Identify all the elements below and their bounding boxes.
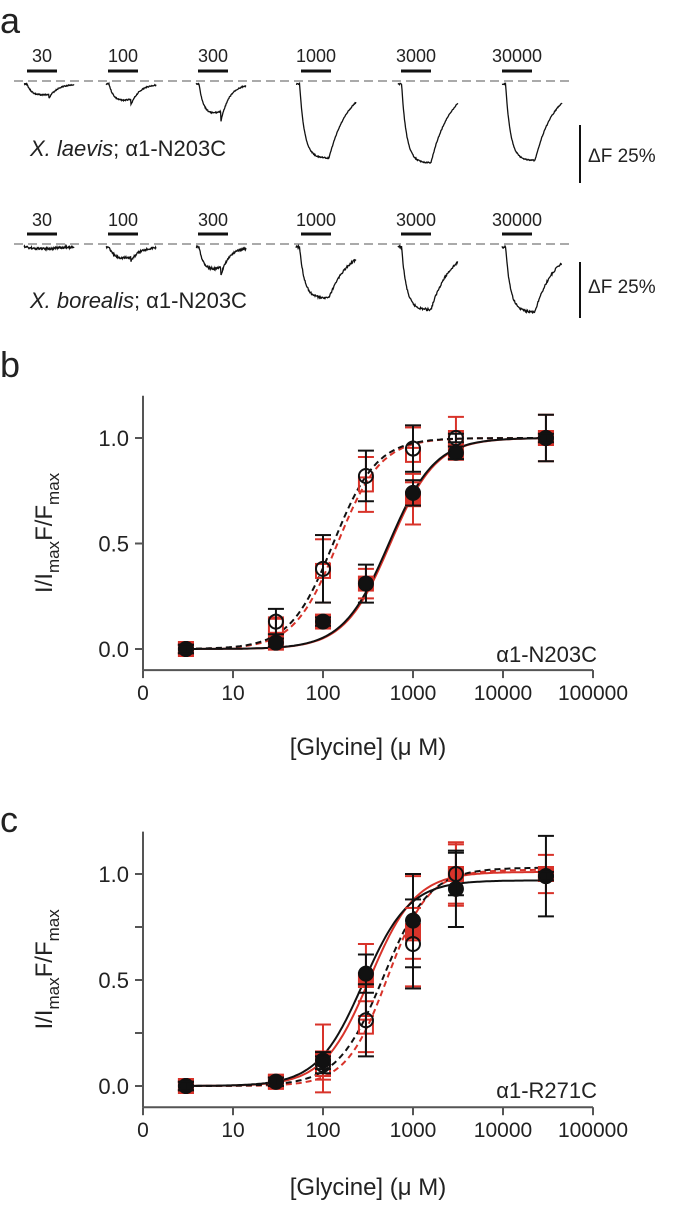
subscript: max (44, 540, 63, 573)
data-point-circle (405, 935, 421, 952)
concentration-label: 100 (108, 46, 138, 66)
construct-name: ; α1-N203C (134, 288, 247, 313)
y-tick-label: 0.5 (98, 968, 129, 993)
data-point-circle (447, 866, 464, 882)
data-point-circle (405, 440, 421, 457)
data-point-circle (447, 430, 464, 446)
fit-curve (185, 866, 546, 1087)
label-part: I/I (31, 1010, 58, 1030)
concentration-label: 300 (198, 46, 228, 66)
concentration-label: 100 (108, 210, 138, 230)
y-axis-title: I/ImaxF/Fmax (31, 909, 63, 1030)
data-point-circle (315, 613, 331, 630)
chart-c-xlabel: [Glycine] (μ M) (290, 1174, 447, 1201)
x-tick-label: 100000 (558, 1119, 628, 1142)
concentration-label: 30 (32, 46, 52, 66)
data-point-circle (177, 641, 194, 657)
data-point-circle (537, 868, 554, 885)
concentration-label: 30 (32, 210, 52, 230)
data-point-circle (357, 467, 374, 484)
data-point-circle (405, 484, 421, 501)
fluorescence-trace (105, 245, 157, 262)
fluorescence-trace (195, 244, 247, 276)
subscript: max (44, 472, 63, 505)
fluorescence-trace (397, 82, 459, 165)
subscript: max (44, 977, 63, 1010)
y-tick-label: 1.0 (98, 426, 129, 451)
row1-title: X. laevis; α1-N203C (29, 136, 226, 161)
panel-label-a: a (0, 0, 21, 41)
data-point-circle (357, 965, 374, 982)
chart-c-annotation: α1-R271C (496, 1078, 597, 1103)
fluorescence-trace (501, 81, 563, 163)
subscript: max (44, 909, 63, 942)
y-tick-label: 1.0 (98, 862, 129, 887)
data-point-circle (537, 430, 554, 446)
y-axis-title: I/ImaxF/Fmax (31, 472, 63, 593)
chart-b-xlabel: [Glycine] (μ M) (290, 734, 447, 761)
construct-name: ; α1-N203C (113, 136, 226, 161)
chart-b-annotation: α1-N203C (496, 642, 597, 667)
x-tick-label: 10000 (474, 682, 532, 705)
data-point-circle (267, 613, 284, 630)
fit-curve (185, 437, 546, 650)
concentration-label: 1000 (296, 210, 336, 230)
row2-title: X. borealis; α1-N203C (29, 288, 247, 313)
concentration-label: 3000 (396, 210, 436, 230)
fluorescence-trace (23, 243, 75, 252)
fluorescence-trace (397, 244, 459, 312)
x-tick-label: 10 (221, 1119, 244, 1142)
y-tick-label: 0.5 (98, 532, 129, 557)
species-name: X. borealis (29, 288, 134, 313)
fluorescence-trace (295, 243, 357, 300)
data-point-circle (267, 1073, 284, 1090)
species-name: X. laevis (29, 136, 113, 161)
concentration-label: 30000 (492, 46, 542, 66)
scale-bar-label-2: ΔF 25% (588, 277, 656, 298)
chart-c: 0 10 100 1000 10000 1000000.00.51.0I/ImaxF/Fm… (31, 831, 628, 1142)
x-tick-label: 10000 (474, 1119, 532, 1142)
data-point-circle (357, 575, 374, 592)
label-part: I/I (31, 573, 58, 593)
concentration-label: 300 (198, 210, 228, 230)
fluorescence-trace (105, 81, 157, 107)
x-tick-label: 1000 (390, 1119, 437, 1142)
concentration-label: 30000 (492, 210, 542, 230)
data-point-circle (357, 1012, 374, 1029)
fluorescence-trace (195, 82, 247, 122)
concentration-label: 1000 (296, 46, 336, 66)
fluorescence-trace (23, 82, 75, 99)
panel-label-b: b (0, 344, 20, 385)
concentration-label: 3000 (396, 46, 436, 66)
fluorescence-trace (501, 244, 562, 315)
data-point-circle (315, 1056, 331, 1073)
y-tick-label: 0.0 (98, 637, 129, 662)
fluorescence-trace (295, 81, 357, 160)
x-tick-label: 100 (305, 1119, 340, 1142)
x-tick-label: 100000 (558, 682, 628, 705)
x-tick-label: 0 (137, 682, 149, 705)
chart-b: 0 10 100 1000 10000 1000000.00.51.0I/ImaxF/Fm… (31, 395, 628, 705)
panel-a-traces: 30 100 300 1000 3000 30000 30 100 300 1000 3000 300… (14, 46, 581, 318)
x-tick-label: 10 (221, 682, 244, 705)
label-part: F/F (31, 941, 58, 977)
data-point-circle (267, 634, 284, 651)
y-tick-label: 0.0 (98, 1074, 129, 1099)
scale-bar-label-1: ΔF 25% (588, 146, 656, 167)
data-point-circle (177, 1078, 194, 1094)
data-point-circle (447, 444, 464, 461)
data-point-circle (315, 560, 331, 577)
x-tick-label: 1000 (390, 682, 437, 705)
x-tick-label: 0 (137, 1119, 149, 1142)
panel-label-c: c (0, 799, 18, 840)
x-tick-label: 100 (305, 682, 340, 705)
label-part: F/F (31, 505, 58, 541)
